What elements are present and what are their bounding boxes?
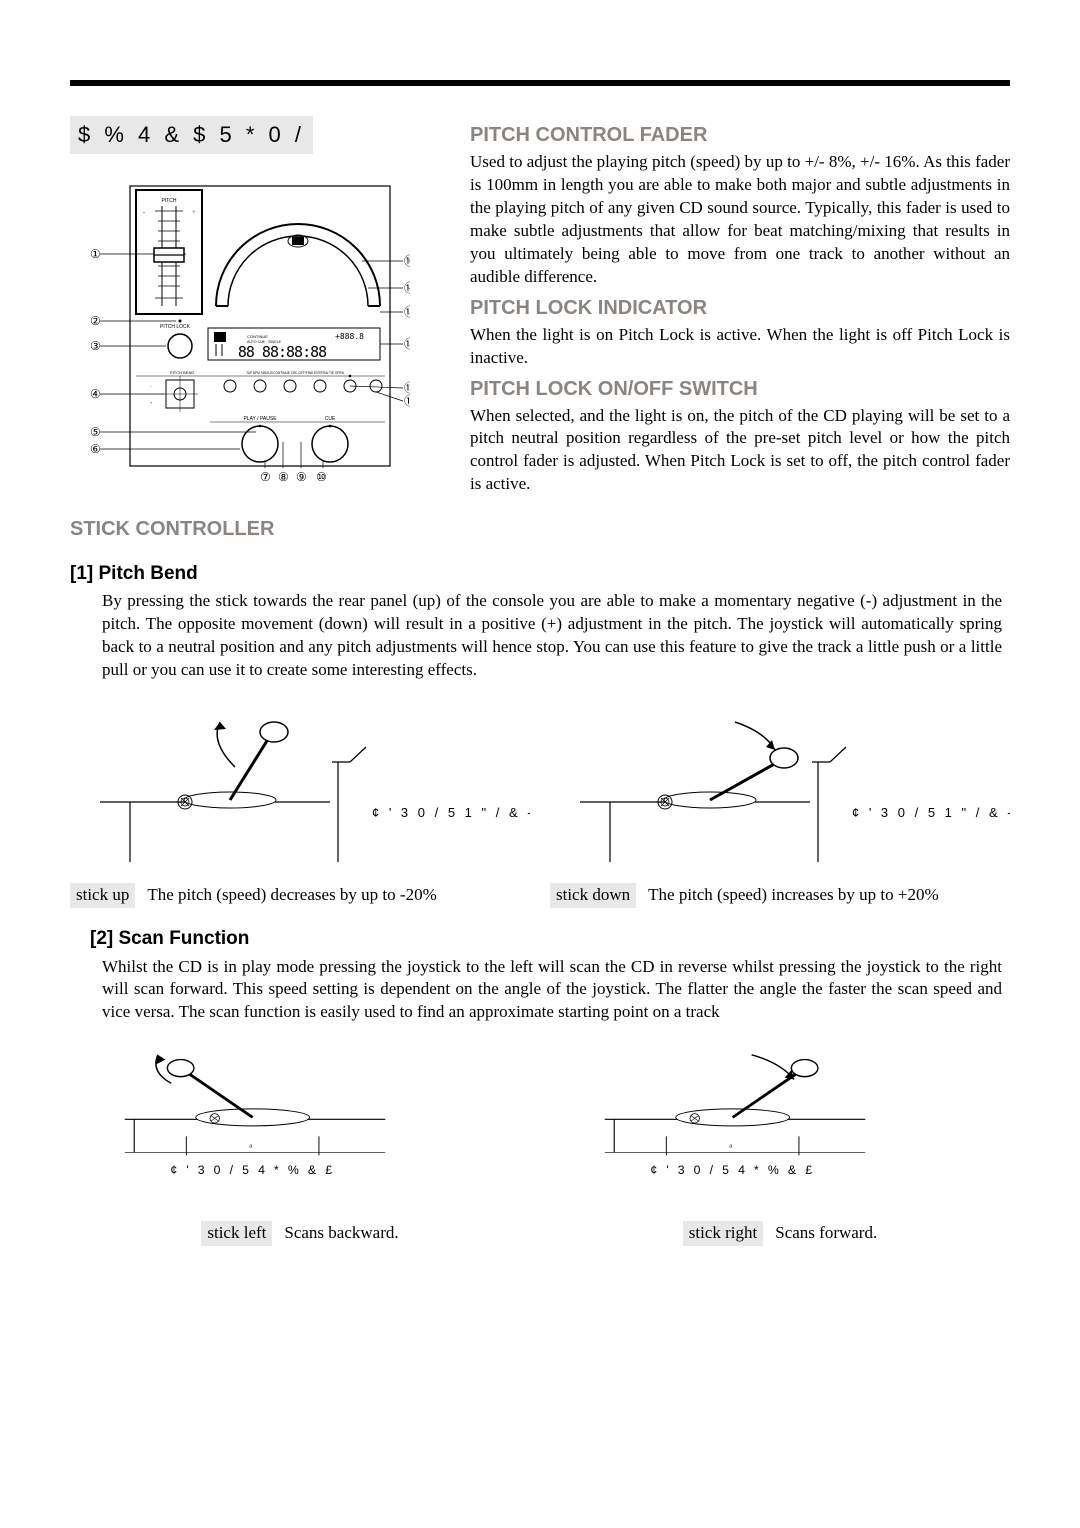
svg-text:⑫: ⑫ <box>404 381 410 395</box>
stick-left-text: Scans backward. <box>284 1222 398 1245</box>
svg-text:⑯: ⑯ <box>404 254 410 268</box>
stick-right-diagram: a ¢ ' 3 0 / 5 4 * % & £ <box>550 1034 1010 1214</box>
stick-right-text: Scans forward. <box>775 1222 877 1245</box>
body-pitch-fader: Used to adjust the playing pitch (speed)… <box>470 151 1010 289</box>
heading-pitch-bend: [1] Pitch Bend <box>70 561 1010 587</box>
device-diagram: PITCH - + <box>70 176 410 486</box>
heading-scan: [2] Scan Function <box>90 926 1010 952</box>
svg-text:CONTINUE: CONTINUE <box>247 334 268 339</box>
svg-text:⑧: ⑧ <box>278 470 289 484</box>
svg-text:②: ② <box>90 314 101 328</box>
body-pitch-lock-ind: When the light is on Pitch Lock is activ… <box>470 324 1010 370</box>
stick-right-label: stick right <box>683 1221 763 1246</box>
stick-left-diagram: a ¢ ' 3 0 / 5 4 * % & £ <box>70 1034 530 1214</box>
stick-down-label: stick down <box>550 883 636 908</box>
svg-text:①: ① <box>90 247 101 261</box>
stick-down-diagram: ¢ ' 3 0 / 5 1 " / & - £ <box>550 692 1010 872</box>
stick-down-text: The pitch (speed) increases by up to +20… <box>648 884 938 907</box>
svg-text:⑤: ⑤ <box>90 425 101 439</box>
header-label: $ % 4 & $ 5 * 0 / <box>70 116 313 154</box>
svg-text:88 88:88:88: 88 88:88:88 <box>238 343 327 361</box>
svg-text:⑪: ⑪ <box>404 394 410 408</box>
stick-up-text: The pitch (speed) decreases by up to -20… <box>147 884 436 907</box>
svg-text:④: ④ <box>90 387 101 401</box>
svg-text:+: + <box>192 210 196 216</box>
svg-text:⑩: ⑩ <box>316 470 327 484</box>
svg-text:a: a <box>729 1143 732 1150</box>
svg-text:¢ ' 3 0 / 5 4 * % & £: ¢ ' 3 0 / 5 4 * % & £ <box>170 1164 335 1178</box>
svg-text:¢ ' 3 0 / 5 1 " / & - £: ¢ ' 3 0 / 5 1 " / & - £ <box>372 805 530 820</box>
svg-text:⑮: ⑮ <box>404 337 410 351</box>
heading-pitch-lock-ind: PITCH LOCK INDICATOR <box>470 295 1010 322</box>
svg-text:⑨: ⑨ <box>296 470 307 484</box>
svg-text:¢ ' 3 0 / 5 1 " / & - £: ¢ ' 3 0 / 5 1 " / & - £ <box>852 805 1010 820</box>
heading-stick-controller: STICK CONTROLLER <box>70 516 1010 543</box>
svg-text:⑬: ⑬ <box>404 305 410 319</box>
svg-text:PITCH BEND: PITCH BEND <box>170 370 194 375</box>
svg-text:TAP BPM SINGLE/CONTINUE CRC: TAP BPM SINGLE/CONTINUE CRC OFF/FIND ENT… <box>246 371 345 375</box>
svg-text:CUE: CUE <box>325 416 336 422</box>
svg-text:+888.8: +888.8 <box>335 332 364 341</box>
stick-up-diagram: ¢ ' 3 0 / 5 1 " / & - £ <box>70 692 530 872</box>
svg-text:⑥: ⑥ <box>90 442 101 456</box>
body-pitch-lock-sw: When selected, and the light is on, the … <box>470 405 1010 497</box>
body-scan: Whilst the CD is in play mode pressing t… <box>102 956 1002 1025</box>
top-rule <box>70 80 1010 86</box>
heading-pitch-fader: PITCH CONTROL FADER <box>470 122 1010 149</box>
body-pitch-bend: By pressing the stick towards the rear p… <box>102 590 1002 682</box>
svg-text:-: - <box>143 210 145 216</box>
svg-text:PLAY / PAUSE: PLAY / PAUSE <box>243 416 277 422</box>
stick-left-label: stick left <box>201 1221 272 1246</box>
stick-up-label: stick up <box>70 883 135 908</box>
svg-text:③: ③ <box>90 339 101 353</box>
svg-text:+: + <box>150 400 153 405</box>
heading-pitch-lock-sw: PITCH LOCK ON/OFF SWITCH <box>470 376 1010 403</box>
svg-text:PITCH: PITCH <box>162 198 177 204</box>
svg-text:a: a <box>249 1143 252 1150</box>
svg-text:PITCH LOCK: PITCH LOCK <box>160 324 191 330</box>
svg-text:⑦: ⑦ <box>260 470 271 484</box>
svg-text:¢ ' 3 0 / 5 4 * % & £: ¢ ' 3 0 / 5 4 * % & £ <box>650 1164 815 1178</box>
svg-text:⑭: ⑭ <box>404 281 410 295</box>
svg-text:-: - <box>150 384 152 389</box>
